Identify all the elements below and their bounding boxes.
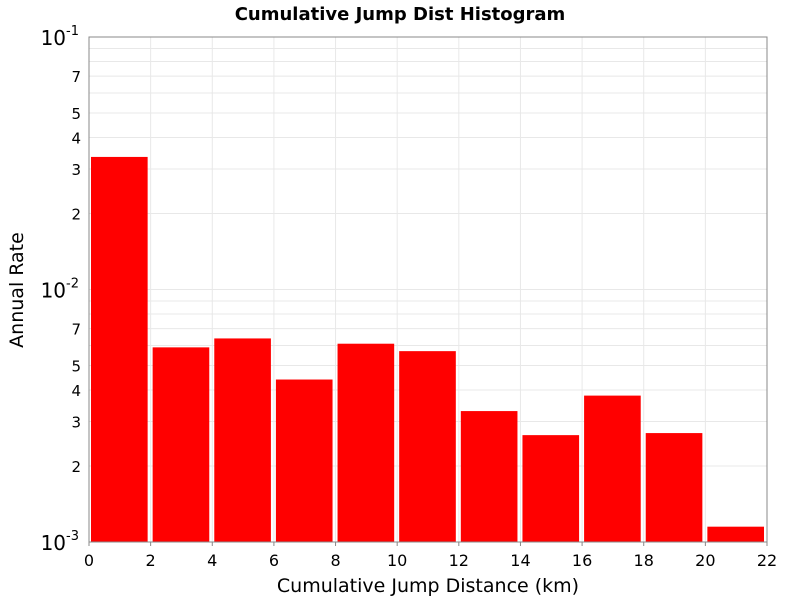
y-minor-tick-label: 2 <box>71 458 81 476</box>
y-axis-label: Annual Rate <box>6 232 28 348</box>
x-tick-label: 8 <box>330 551 340 570</box>
x-axis-label: Cumulative Jump Distance (km) <box>277 575 579 597</box>
x-axis-ticks: 0 2 4 6 8 10 12 14 16 18 20 22 <box>84 542 777 570</box>
x-tick-label: 4 <box>207 551 217 570</box>
y-minor-tick-label: 3 <box>71 414 81 432</box>
histogram-bar <box>275 379 333 542</box>
y-axis-ticks: 10-1 10-2 10-3 7 5 4 3 2 7 5 4 3 2 <box>41 24 81 555</box>
y-minor-tick-label: 2 <box>71 205 81 223</box>
histogram-bar <box>584 395 641 542</box>
y-minor-tick-label: 4 <box>71 129 81 147</box>
histogram-bar <box>214 338 271 542</box>
chart-title: Cumulative Jump Dist Histogram <box>235 4 566 25</box>
y-minor-tick-label: 7 <box>71 68 81 86</box>
x-tick-label: 18 <box>634 551 654 570</box>
x-tick-label: 6 <box>269 551 279 570</box>
histogram-bar <box>337 343 395 542</box>
histogram-bar <box>399 351 456 542</box>
histogram-bar <box>91 156 148 542</box>
x-tick-label: 0 <box>84 551 94 570</box>
y-minor-tick-label: 4 <box>71 382 81 400</box>
histogram-bar <box>460 411 518 542</box>
histogram-bar <box>645 433 703 542</box>
histogram-bar <box>152 347 210 542</box>
histogram-bar <box>522 435 580 542</box>
bars <box>91 156 764 542</box>
y-minor-tick-label: 5 <box>71 105 81 123</box>
grid-lines <box>88 36 768 543</box>
y-major-tick-label: 10-3 <box>41 529 79 555</box>
x-tick-label: 20 <box>695 551 715 570</box>
x-tick-label: 12 <box>449 551 469 570</box>
y-major-tick-label: 10-2 <box>41 277 79 303</box>
y-minor-tick-label: 3 <box>71 161 81 179</box>
y-minor-tick-label: 7 <box>71 321 81 339</box>
plot-frame <box>88 36 768 543</box>
x-tick-label: 22 <box>757 551 777 570</box>
y-minor-tick-label: 5 <box>71 358 81 376</box>
y-major-tick-label: 10-1 <box>41 24 79 50</box>
histogram-bar <box>707 526 764 542</box>
x-tick-label: 14 <box>510 551 530 570</box>
x-tick-label: 16 <box>572 551 592 570</box>
x-tick-label: 10 <box>387 551 407 570</box>
x-tick-label: 2 <box>146 551 156 570</box>
